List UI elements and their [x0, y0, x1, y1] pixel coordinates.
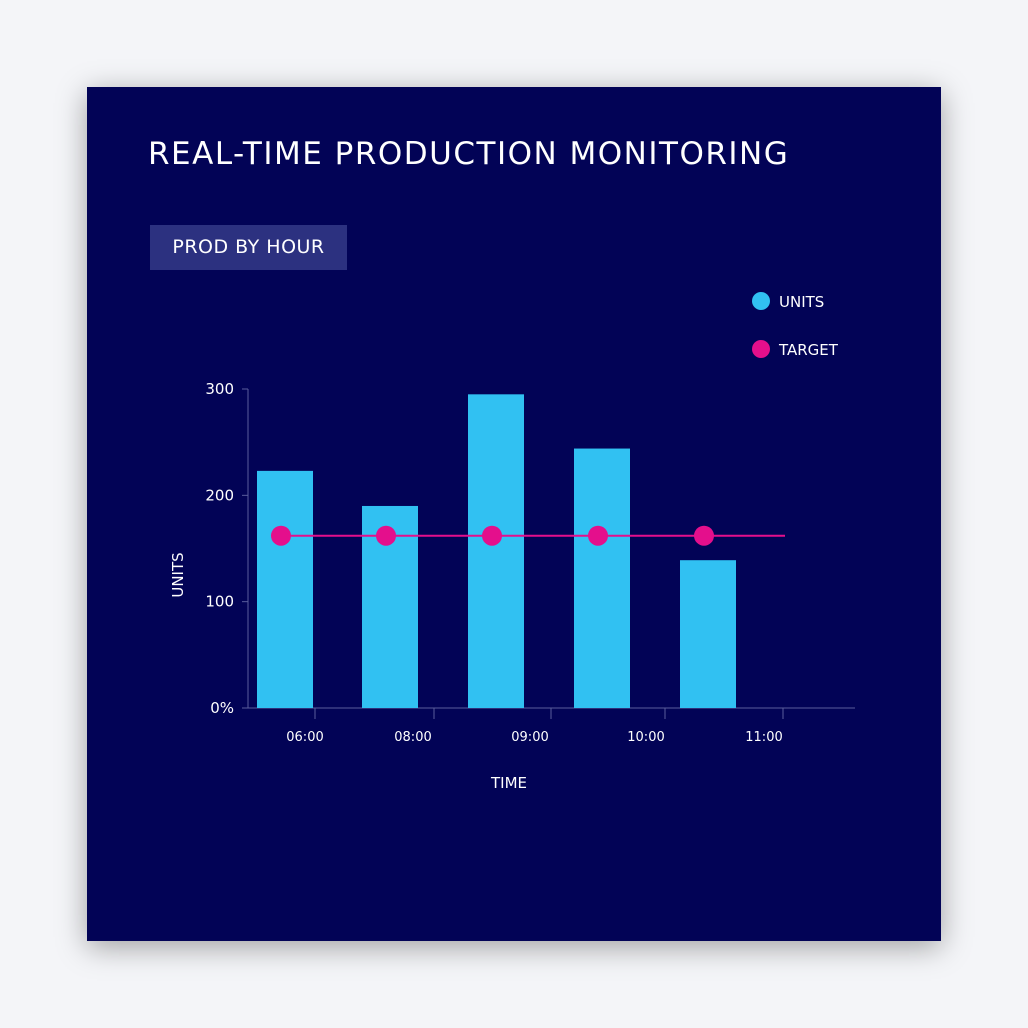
units-bar-1100: [680, 560, 736, 708]
legend-target-marker: [752, 340, 770, 358]
x-tick-label: 11:00: [745, 730, 782, 745]
target-point-1100: [694, 525, 714, 546]
units-bar-0600: [257, 470, 313, 708]
target-point-1000: [588, 525, 608, 546]
units-bar-1000: [574, 448, 630, 708]
x-tick-label: 08:00: [394, 730, 431, 745]
x-tick-label: 09:00: [511, 730, 548, 745]
x-tick-label: 06:00: [286, 730, 323, 745]
y-axis-title: UNITS: [169, 552, 187, 597]
target-point-0900: [482, 525, 502, 546]
y-tick-label: 100: [205, 593, 234, 611]
chart-tag: PROD BY HOUR: [150, 225, 347, 270]
legend-target-label: TARGET: [778, 341, 839, 359]
y-tick-label: 300: [205, 380, 234, 398]
y-tick-label: 0%: [210, 699, 234, 717]
legend-units-label: UNITS: [779, 293, 824, 311]
y-tick-label: 200: [205, 486, 234, 504]
target-point-0800: [376, 525, 396, 546]
target-point-0600: [271, 525, 291, 546]
legend-units-marker: [752, 292, 770, 310]
x-tick-label: 10:00: [627, 730, 664, 745]
page-title: REAL-TIME PRODUCTION MONITORING: [148, 136, 790, 172]
x-axis-title: TIME: [490, 774, 527, 792]
units-bar-0900: [468, 394, 524, 708]
